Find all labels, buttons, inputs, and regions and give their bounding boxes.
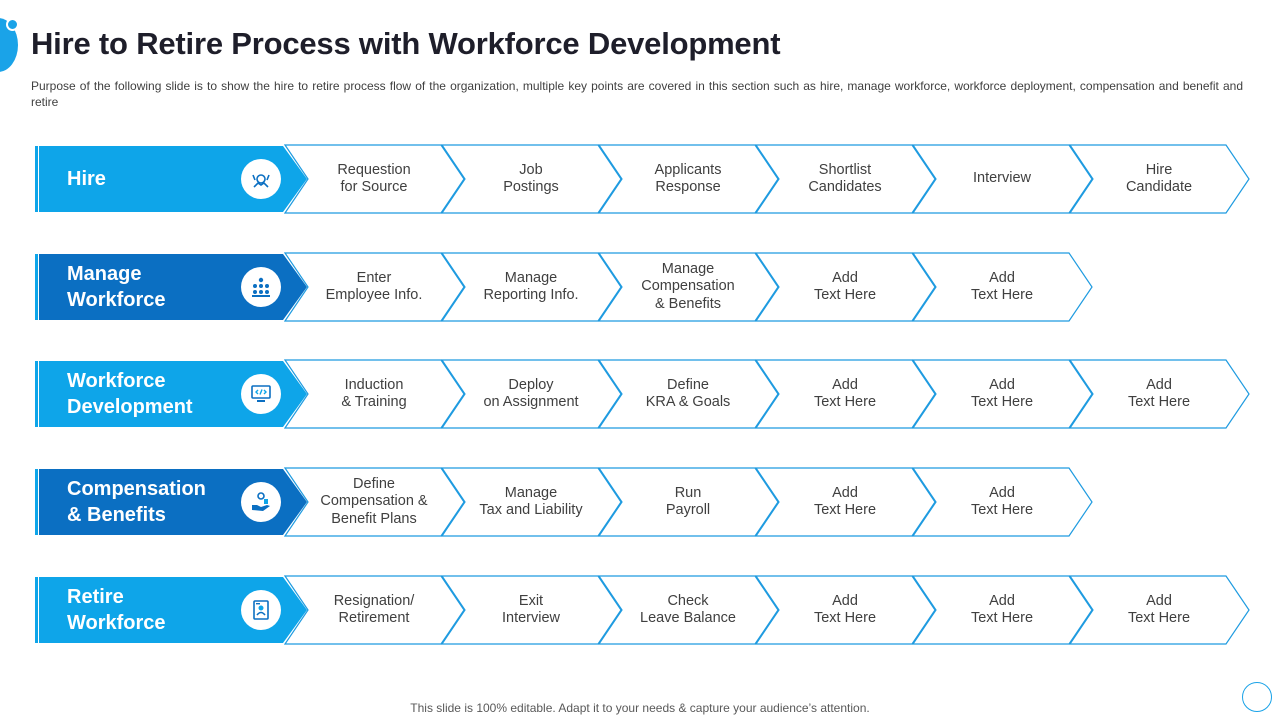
- process-step-label: Run Payroll: [665, 484, 711, 519]
- process-step: Enter Employee Info.: [284, 252, 466, 322]
- process-step: Requestion for Source: [284, 144, 466, 214]
- process-step: Add Text Here: [755, 252, 937, 322]
- process-step: Applicants Response: [598, 144, 780, 214]
- process-step: Add Text Here: [912, 252, 1094, 322]
- row-header-label: Retire Workforce: [67, 586, 166, 634]
- process-step: Deploy on Assignment: [441, 359, 623, 429]
- process-step-label: Check Leave Balance: [640, 592, 736, 627]
- process-step: Add Text Here: [755, 467, 937, 537]
- row-header-label: Workforce Development: [67, 370, 193, 418]
- process-step: Manage Tax and Liability: [441, 467, 623, 537]
- process-step: Resignation/ Retirement: [284, 575, 466, 645]
- document-person-icon: [241, 590, 281, 630]
- row-header-label: Compensation & Benefits: [67, 478, 206, 526]
- process-step: Check Leave Balance: [598, 575, 780, 645]
- process-step: Manage Compensation & Benefits: [598, 252, 780, 322]
- code-monitor-icon: [241, 374, 281, 414]
- process-step-label: Define Compensation & Benefit Plans: [320, 475, 428, 527]
- process-step: Add Text Here: [755, 359, 937, 429]
- corner-ring-decoration: [1242, 682, 1272, 712]
- process-step: Shortlist Candidates: [755, 144, 937, 214]
- process-step: Add Text Here: [1069, 575, 1251, 645]
- row-header-arrow: [35, 577, 307, 643]
- page-title: Hire to Retire Process with Workforce De…: [31, 26, 781, 61]
- process-step-label: Manage Tax and Liability: [479, 484, 583, 519]
- process-step-label: Requestion for Source: [337, 161, 411, 196]
- process-step: Hire Candidate: [1069, 144, 1251, 214]
- page-subtitle: Purpose of the following slide is to sho…: [31, 79, 1243, 109]
- row-header-arrow: [35, 146, 307, 212]
- process-row: Compensation & Benefits Define Compensati…: [35, 467, 1255, 537]
- coins-hand-icon: [241, 482, 281, 522]
- corner-decoration: [0, 18, 18, 72]
- process-step: Define Compensation & Benefit Plans: [284, 467, 466, 537]
- row-header-arrow: [35, 361, 307, 427]
- process-step-label: Add Text Here: [970, 269, 1034, 304]
- process-step: Induction & Training: [284, 359, 466, 429]
- process-step-label: Add Text Here: [813, 592, 877, 627]
- row-header-label: Manage Workforce: [67, 263, 166, 311]
- process-step: Add Text Here: [912, 467, 1094, 537]
- process-row: Retire Workforce Resignation/ Retirement E…: [35, 575, 1255, 645]
- process-step-label: Add Text Here: [813, 484, 877, 519]
- process-step: Add Text Here: [1069, 359, 1251, 429]
- process-step-label: Enter Employee Info.: [325, 269, 423, 304]
- footer-note: This slide is 100% editable. Adapt it to…: [410, 701, 870, 715]
- process-step: Add Text Here: [912, 575, 1094, 645]
- row-header: Compensation & Benefits: [35, 469, 309, 535]
- process-step-label: Add Text Here: [1127, 592, 1191, 627]
- process-step: Define KRA & Goals: [598, 359, 780, 429]
- process-row: Manage Workforce Enter Employee Info. Mana…: [35, 252, 1255, 322]
- process-step: Add Text Here: [755, 575, 937, 645]
- process-step-label: Applicants Response: [654, 161, 722, 196]
- process-step-label: Job Postings: [503, 161, 559, 196]
- process-step-label: Shortlist Candidates: [808, 161, 882, 196]
- row-header-arrow: [35, 254, 307, 320]
- process-step: Job Postings: [441, 144, 623, 214]
- process-step-label: Add Text Here: [970, 484, 1034, 519]
- process-step: Run Payroll: [598, 467, 780, 537]
- process-step-label: Induction & Training: [341, 376, 407, 411]
- row-header-arrow: [35, 469, 307, 535]
- process-step-label: Resignation/ Retirement: [333, 592, 415, 627]
- process-step-label: Add Text Here: [970, 376, 1034, 411]
- handshake-icon: [241, 159, 281, 199]
- process-step-label: Add Text Here: [813, 269, 877, 304]
- process-step-label: Define KRA & Goals: [645, 376, 731, 411]
- process-step: Manage Reporting Info.: [441, 252, 623, 322]
- process-step-label: Interview: [972, 170, 1032, 187]
- process-step-label: Manage Reporting Info.: [483, 269, 579, 304]
- row-header: Workforce Development: [35, 361, 309, 427]
- process-step-label: Add Text Here: [970, 592, 1034, 627]
- process-row: Hire Requestion for Source Job Postings App…: [35, 144, 1255, 214]
- process-step-label: Manage Compensation & Benefits: [641, 260, 735, 312]
- process-step-label: Deploy on Assignment: [483, 376, 579, 411]
- process-step: Add Text Here: [912, 359, 1094, 429]
- row-header: Hire: [35, 146, 309, 212]
- row-header: Retire Workforce: [35, 577, 309, 643]
- process-step-label: Add Text Here: [1127, 376, 1191, 411]
- process-step: Interview: [912, 144, 1094, 214]
- row-header: Manage Workforce: [35, 254, 309, 320]
- row-header-label: Hire: [67, 168, 106, 190]
- process-step-label: Hire Candidate: [1125, 161, 1193, 196]
- team-icon: [241, 267, 281, 307]
- process-row: Workforce Development Induction & Trainin…: [35, 359, 1255, 429]
- process-step-label: Exit Interview: [501, 592, 561, 627]
- process-step: Exit Interview: [441, 575, 623, 645]
- process-step-label: Add Text Here: [813, 376, 877, 411]
- corner-dot-decoration: [6, 18, 19, 31]
